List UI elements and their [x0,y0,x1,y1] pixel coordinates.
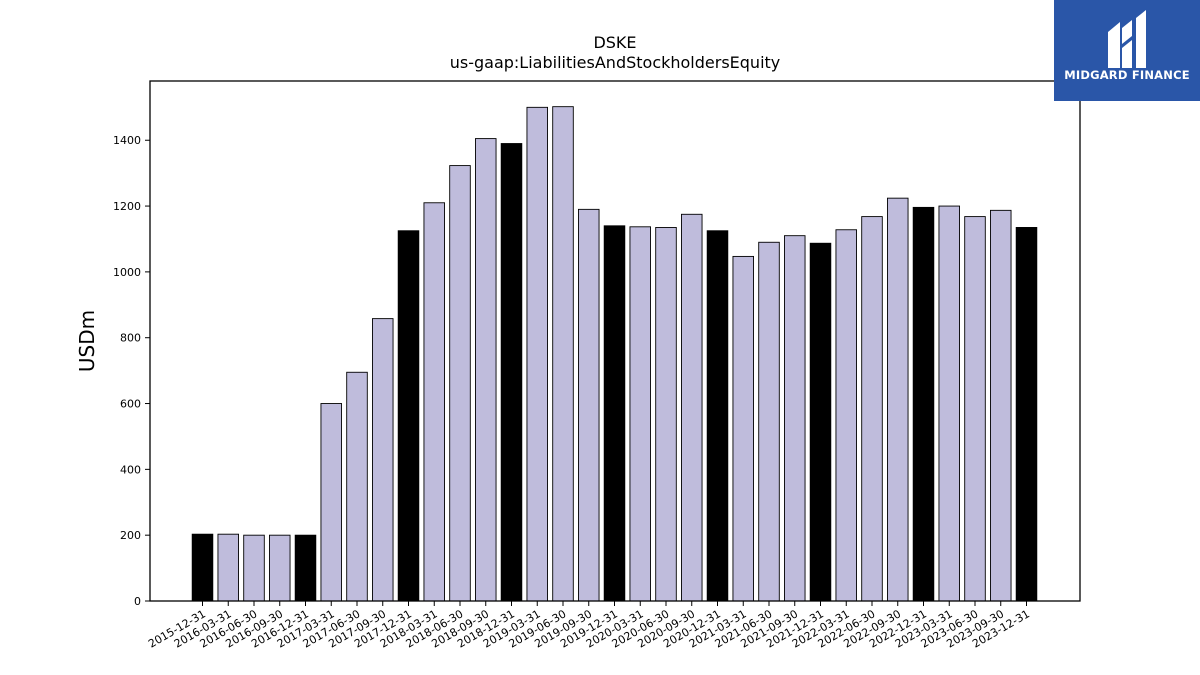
y-tick-label: 1200 [113,200,141,213]
y-tick-label: 1400 [113,134,141,147]
y-tick-label: 0 [134,595,141,608]
bar-2018-12-31 [500,143,523,602]
bar-2019-06-30 [552,106,574,602]
y-tick-label: 800 [120,332,141,345]
y-tick-label: 600 [120,398,141,411]
bar-2017-12-31 [397,230,420,602]
bar-2021-03-31 [732,255,755,602]
bar-2019-12-31 [603,225,626,602]
bar-2016-09-30 [269,534,291,602]
bar-2016-03-31 [217,533,239,602]
bar-2021-06-30 [758,241,780,602]
bar-2017-06-30 [346,371,368,602]
bar-2022-06-30 [861,216,883,602]
y-tick-label: 400 [120,463,141,476]
bar-2022-09-30 [887,197,909,602]
x-ticks-group: 2015-12-312016-03-312016-06-302016-09-30… [146,601,1032,651]
bar-2019-09-30 [578,208,600,602]
plot-frame [149,80,1081,602]
chart-subtitle: us-gaap:LiabilitiesAndStockholdersEquity [450,53,781,72]
y-tick-label: 200 [120,529,141,542]
y-axis-label: USDm [75,310,99,372]
bar-2023-03-31 [938,205,961,602]
bar-2022-12-31 [912,206,935,602]
bar-2018-03-31 [423,202,446,602]
bar-2015-12-31 [191,533,214,602]
y-tick-label: 1000 [113,266,141,279]
bar-2021-12-31 [809,242,832,602]
bar-2022-03-31 [835,229,858,602]
logo-text: MIDGARD FINANCE [1064,68,1190,82]
bar-2023-09-30 [990,209,1012,602]
bar-2020-12-31 [706,230,729,602]
bar-2018-09-30 [475,138,497,602]
bar-2023-06-30 [964,216,986,602]
bar-2021-09-30 [784,235,806,602]
bar-2016-06-30 [243,534,265,602]
bar-2018-06-30 [449,165,471,602]
bars-group [191,106,1038,602]
bar-2019-03-31 [526,106,549,602]
bar-2020-03-31 [629,226,652,602]
bar-2017-03-31 [320,403,343,602]
bar-2020-09-30 [681,213,703,602]
chart-title: DSKE [593,33,636,52]
bar-2020-06-30 [655,227,677,602]
bar-2023-12-31 [1015,227,1038,602]
bar-2016-12-31 [294,534,317,602]
y-ticks-group: 0 200 400 600 800 1000 1200 1400 [113,134,150,608]
logo-mark-icon [1108,10,1146,68]
brand-logo: MIDGARD FINANCE [1054,0,1200,101]
bar-2017-09-30 [372,318,394,602]
